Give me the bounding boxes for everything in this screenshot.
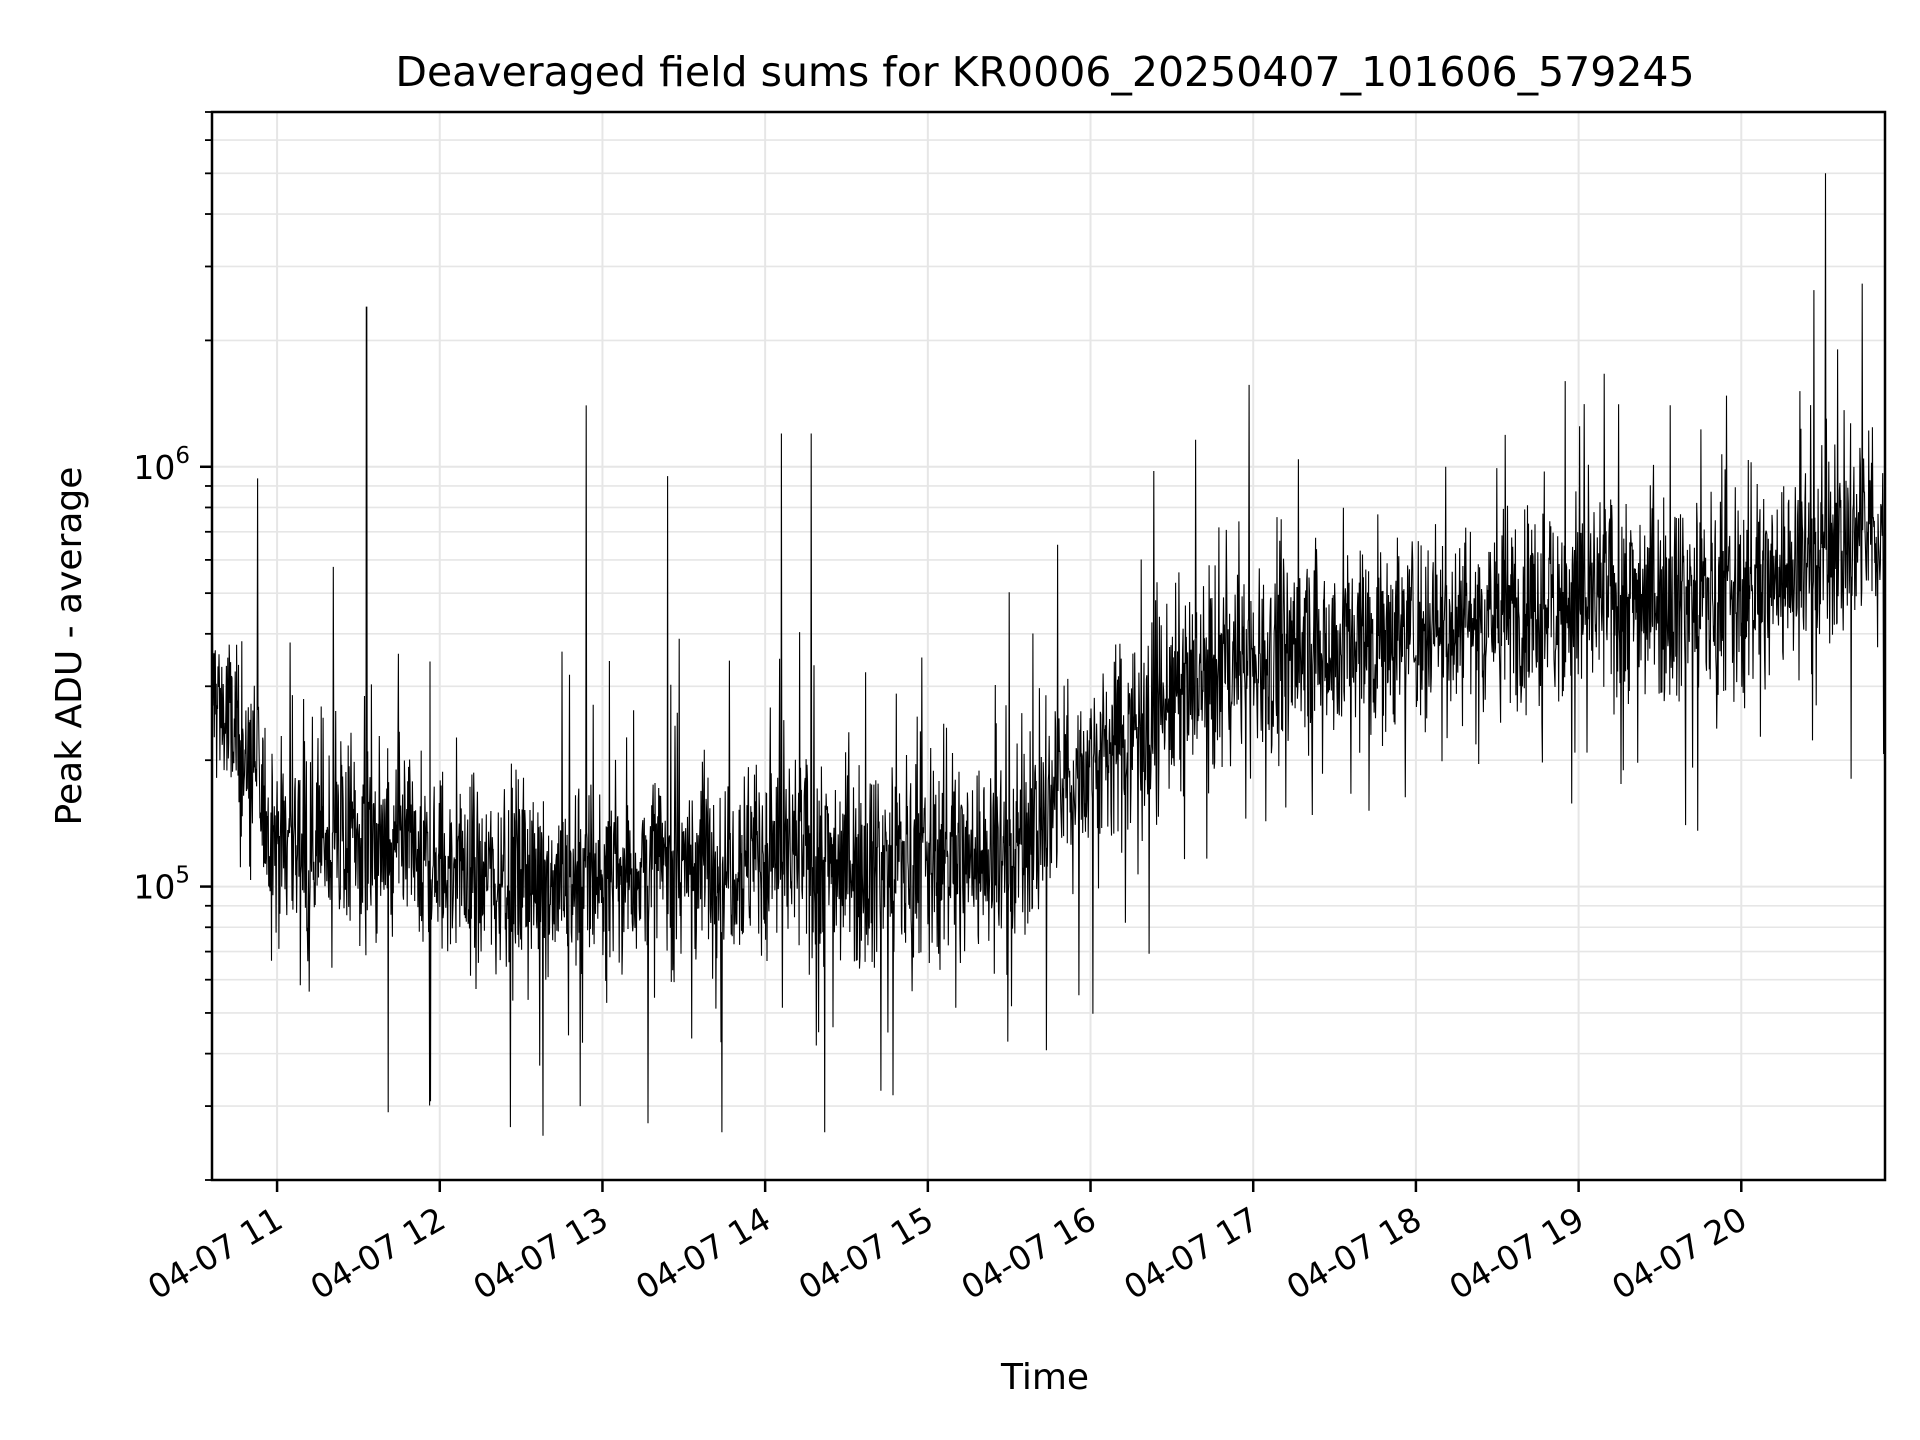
series-line xyxy=(211,173,1886,1136)
y-axis: 105 106 xyxy=(133,111,212,1181)
plot-frame xyxy=(210,110,1887,1182)
y-tick-label: 106 xyxy=(133,443,190,487)
y-tick-label: 105 xyxy=(133,863,190,907)
series-trace xyxy=(211,173,1886,1136)
x-axis-label: Time xyxy=(1000,1357,1089,1398)
chart-title: Deaveraged field sums for KR0006_2025040… xyxy=(395,48,1694,96)
y-axis-label: Peak ADU - average xyxy=(49,467,90,826)
